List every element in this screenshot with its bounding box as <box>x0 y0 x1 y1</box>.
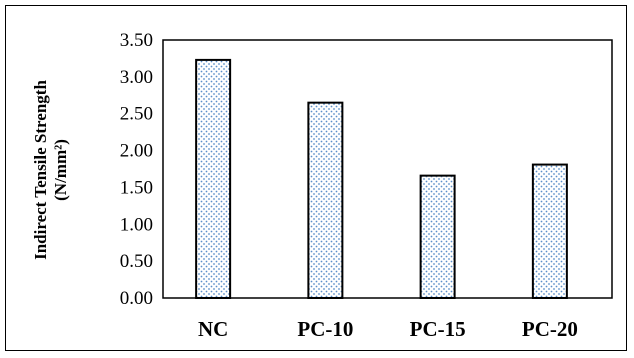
x-category-labels: NC PC-10 PC-15 PC-20 <box>198 317 578 341</box>
y-tick-label: 2.00 <box>120 141 153 162</box>
x-category-label: NC <box>198 317 228 341</box>
y-tick-label: 0.00 <box>120 288 153 309</box>
x-category-label: PC-15 <box>410 317 466 341</box>
y-tick-labels: 0.00 0.50 1.00 1.50 2.00 2.50 3.00 3.50 <box>120 30 153 309</box>
y-tick-label: 1.50 <box>120 177 153 198</box>
y-tick-label: 2.50 <box>120 104 153 125</box>
bar-series <box>195 58 568 300</box>
y-tick-label: 3.50 <box>120 30 153 51</box>
bar-pc-20 <box>531 163 568 299</box>
bar-pc-15 <box>419 174 456 300</box>
bar-nc <box>195 58 232 299</box>
y-axis-title-line1: Indirect Tensile Strength <box>31 80 50 260</box>
x-category-label: PC-10 <box>297 317 353 341</box>
bar-pc-10 <box>307 101 344 299</box>
y-tick-label: 3.00 <box>120 67 153 88</box>
y-axis-title-line2: (N/mm²) <box>51 139 70 201</box>
y-tick-label: 0.50 <box>120 251 153 272</box>
x-category-label: PC-20 <box>522 317 578 341</box>
y-tick-label: 1.00 <box>120 214 153 235</box>
plot-area <box>162 39 613 299</box>
